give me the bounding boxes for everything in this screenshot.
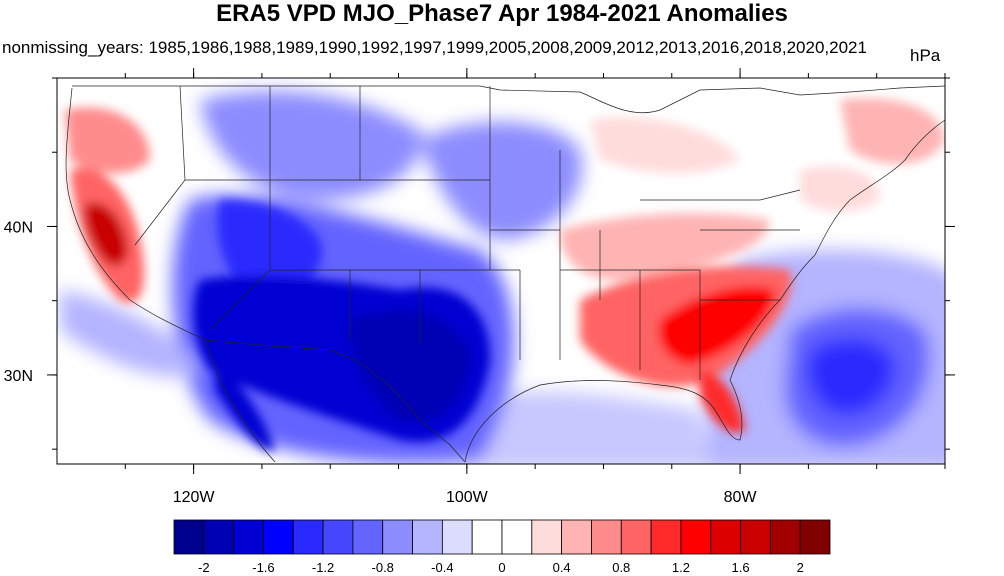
coastline-pacific [65, 87, 276, 463]
map-panel [57, 78, 945, 464]
colorbar-box [441, 519, 473, 555]
colorbar-box [322, 519, 354, 555]
anomaly-region-atlantic-center [806, 337, 896, 416]
anomaly-region-california-core [84, 202, 128, 266]
colorbar-box [740, 519, 771, 555]
lon-tick-label: 80W [724, 489, 758, 506]
anomaly-region-texas [350, 310, 470, 422]
colorbar-box [382, 519, 413, 555]
colorbar-box [561, 519, 592, 555]
colorbar-box [710, 519, 741, 555]
border-canada [72, 85, 945, 114]
map-boundaries [65, 85, 945, 463]
colorbar-box [352, 519, 384, 555]
colorbar-label: 1.6 [732, 560, 750, 575]
border-mexico [204, 339, 466, 463]
colorbar-label: 0.4 [553, 560, 571, 575]
map-frame [56, 77, 946, 465]
anomaly-region-gulf [460, 391, 709, 464]
state-lines-east [559, 150, 801, 380]
colorbar-box [799, 519, 831, 555]
anomaly-region-northern-plains [420, 121, 582, 240]
axis-ticks: 120W 100W 80W 40N 30N [4, 68, 955, 506]
colorbar-label: -2 [198, 560, 210, 575]
lat-tick-label: 40N [4, 219, 33, 236]
units-label: hPa [910, 46, 941, 65]
anomaly-region-pacific-coast [60, 290, 200, 377]
coastline-atlantic [814, 119, 945, 256]
anomaly-region-new-england [840, 98, 945, 164]
anomaly-region-baja [215, 360, 275, 451]
colorbar-box [769, 519, 801, 555]
anomaly-region-northwest [200, 91, 422, 200]
colorbar-box [650, 519, 682, 555]
colorbar-box [501, 519, 533, 555]
anomaly-region-southeast-core [658, 286, 775, 365]
chart-title: ERA5 VPD MJO_Phase7 Apr 1984-2021 Anomal… [216, 0, 788, 27]
subtitle-years: nonmissing_years: 1985,1986,1988,1989,19… [2, 38, 867, 57]
colorbar-box [471, 519, 503, 555]
anomaly-region-pacific-northwest [65, 107, 150, 174]
coastline-gulf [464, 254, 816, 463]
lat-tick-label: 30N [4, 368, 33, 385]
colorbar-box [531, 519, 563, 555]
colorbar-label: 0.8 [612, 560, 630, 575]
anomaly-region-northeast-coast [800, 166, 880, 212]
colorbar-label: -1.2 [312, 560, 334, 575]
state-lines-plains [270, 86, 560, 360]
colorbar-box [620, 519, 652, 555]
anomaly-region-florida [700, 370, 745, 433]
state-lines-west [134, 85, 421, 345]
colorbar-box [591, 519, 622, 555]
anomaly-field-core [65, 98, 945, 451]
colorbar-box [263, 519, 294, 555]
colorbar-label: 1.2 [672, 560, 690, 575]
anomaly-region-great-lakes [590, 117, 740, 174]
colorbar-label: -1.6 [252, 560, 274, 575]
lon-tick-label: 100W [446, 489, 489, 506]
colorbar-label: 0 [498, 560, 505, 575]
lon-tick-label: 120W [173, 489, 216, 506]
colorbar-box [203, 519, 235, 555]
colorbar-box [233, 519, 264, 555]
colorbar-label: 2 [797, 560, 804, 575]
colorbar-label: -0.4 [431, 560, 453, 575]
colorbar-box [412, 519, 443, 555]
colorbar-label: -0.8 [372, 560, 394, 575]
colorbar: -2 -1.6 -1.2 -0.8 -0.4 0 0.4 0.8 1.2 1.6 2 [173, 519, 831, 575]
colorbar-box [680, 519, 712, 555]
colorbar-box [173, 519, 205, 555]
colorbar-box [292, 519, 324, 555]
